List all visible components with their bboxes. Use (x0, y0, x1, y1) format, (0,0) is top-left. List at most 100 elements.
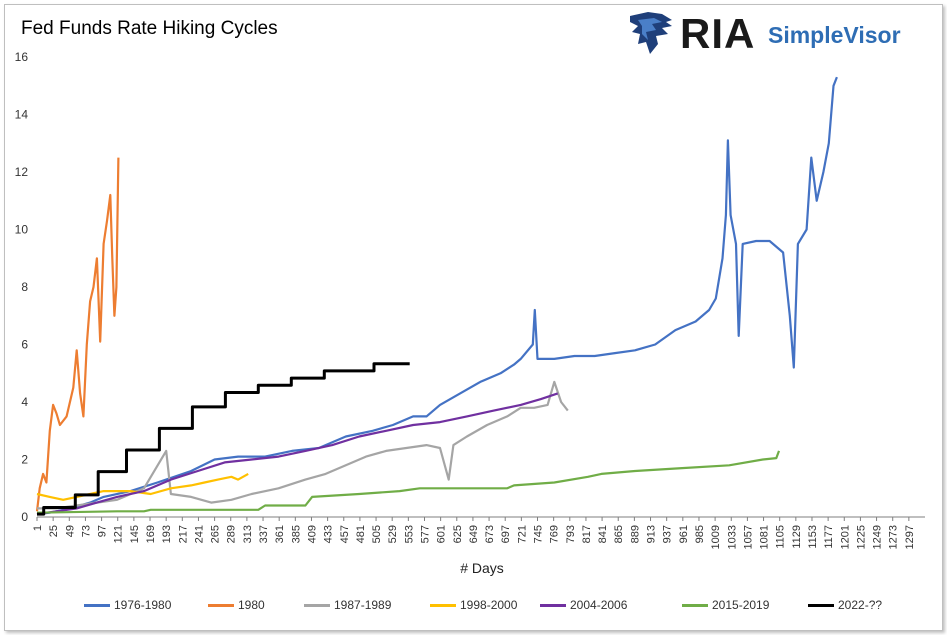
x-tick-label: 289 (226, 525, 238, 543)
chart-title: Fed Funds Rate Hiking Cycles (21, 18, 278, 39)
legend-item: 1976-1980 (84, 598, 171, 612)
legend-label: 1998-2000 (460, 598, 518, 612)
legend-item: 2004-2006 (540, 598, 627, 612)
legend-item: 1998-2000 (430, 598, 517, 612)
legend-label: 2004-2006 (570, 598, 628, 612)
x-tick-label: 217 (177, 525, 189, 543)
x-tick-label: 577 (419, 525, 431, 543)
series-line-2022-?? (37, 362, 410, 516)
x-tick-label: 1225 (855, 525, 867, 549)
x-tick-label: 265 (210, 525, 222, 543)
x-tick-label: 145 (129, 525, 141, 543)
legend-swatch (430, 604, 456, 608)
x-tick-label: 553 (403, 525, 415, 543)
eagle-icon (630, 12, 672, 54)
y-tick-label: 0 (21, 510, 28, 524)
x-tick-label: 1177 (823, 525, 835, 549)
y-tick-label: 16 (15, 50, 29, 64)
x-tick-label: 73 (80, 525, 92, 537)
x-tick-label: 601 (436, 525, 448, 543)
x-tick-label: 889 (629, 525, 641, 543)
legend-swatch (540, 604, 566, 608)
x-tick-label: 1129 (791, 525, 803, 549)
y-tick-label: 10 (15, 223, 29, 237)
x-tick-label: 1249 (872, 525, 884, 549)
y-tick-label: 6 (21, 338, 28, 352)
legend-swatch (304, 604, 330, 608)
legend-item: 1987-1989 (304, 598, 391, 612)
y-tick-label: 12 (15, 165, 29, 179)
x-tick-label: 409 (306, 525, 318, 543)
x-tick-label: 745 (533, 525, 545, 543)
x-tick-label: 385 (290, 525, 302, 543)
legend-swatch (84, 604, 110, 608)
x-tick-label: 169 (145, 525, 157, 543)
legend-label: 2022-?? (838, 598, 883, 612)
x-tick-label: 241 (193, 525, 205, 543)
x-tick-label: 457 (339, 525, 351, 543)
chart-axes: 0 2 4 6 8 10 12 14 16 1 25 49 73 97 121 145 169 193 217 241… (15, 50, 925, 549)
y-tick-label: 14 (15, 108, 29, 122)
x-tick-label: 961 (678, 525, 690, 543)
legend-label: 1976-1980 (114, 598, 172, 612)
legend-label: 1980 (238, 598, 265, 612)
x-tick-label: 361 (274, 525, 286, 543)
logo-wordmark-ria: RIA (680, 10, 756, 57)
x-tick-label: 529 (387, 525, 399, 543)
x-tick-label: 721 (516, 525, 528, 543)
y-tick-label: 8 (21, 280, 28, 294)
x-tick-label: 865 (613, 525, 625, 543)
legend-label: 2015-2019 (712, 598, 770, 612)
legend-item: 2015-2019 (682, 598, 769, 612)
x-tick-label: 769 (549, 525, 561, 543)
x-tick-label: 625 (452, 525, 464, 543)
x-tick-label: 673 (484, 525, 496, 543)
x-tick-label: 1153 (807, 525, 819, 549)
chart-frame (4, 4, 943, 631)
series-line-1976-1980 (36, 76, 838, 516)
x-tick-label: 937 (662, 525, 674, 543)
series-line-2004-2006 (36, 392, 559, 516)
x-tick-label: 337 (258, 525, 270, 543)
legend-item: 1980 (208, 598, 265, 612)
x-tick-label: 481 (355, 525, 367, 543)
x-axis-label: # Days (460, 560, 504, 576)
x-tick-label: 1 (32, 525, 44, 531)
logo-wordmark-simplevisor: SimpleVisor (768, 22, 901, 48)
ria-simplevisor-logo: RIA SimpleVisor (628, 10, 918, 57)
x-tick-label: 1273 (888, 525, 900, 549)
x-tick-label: 1081 (759, 525, 771, 549)
legend-item: 2022-?? (808, 598, 882, 612)
x-tick-label: 1009 (710, 525, 722, 549)
x-tick-label: 193 (161, 525, 173, 543)
x-tick-label: 313 (242, 525, 254, 543)
y-tick-label: 2 (21, 453, 28, 467)
x-tick-label: 505 (371, 525, 383, 543)
x-tick-label: 433 (323, 525, 335, 543)
series-line-2015-2019 (36, 450, 781, 514)
legend-swatch (208, 604, 234, 608)
series-line-1980 (35, 157, 120, 512)
legend-label: 1987-1989 (334, 598, 392, 612)
series-line-1987-1989 (37, 380, 569, 510)
x-tick-label: 49 (64, 525, 76, 537)
legend-swatch (808, 604, 834, 608)
x-tick-label: 1105 (775, 525, 787, 549)
x-tick-label: 1201 (839, 525, 851, 549)
x-tick-label: 1033 (726, 525, 738, 549)
x-tick-label: 1297 (904, 525, 916, 549)
y-tick-label: 4 (21, 395, 28, 409)
x-tick-label: 1057 (742, 525, 754, 549)
x-tick-label: 649 (468, 525, 480, 543)
x-tick-label: 25 (48, 525, 60, 537)
x-tick-label: 817 (581, 525, 593, 543)
legend-swatch (682, 604, 708, 608)
x-tick-label: 913 (646, 525, 658, 543)
x-tick-label: 121 (113, 525, 125, 543)
x-tick-label: 985 (694, 525, 706, 543)
x-tick-label: 97 (97, 525, 109, 537)
x-tick-label: 793 (565, 525, 577, 543)
x-tick-label: 697 (500, 525, 512, 543)
x-tick-label: 841 (597, 525, 609, 543)
